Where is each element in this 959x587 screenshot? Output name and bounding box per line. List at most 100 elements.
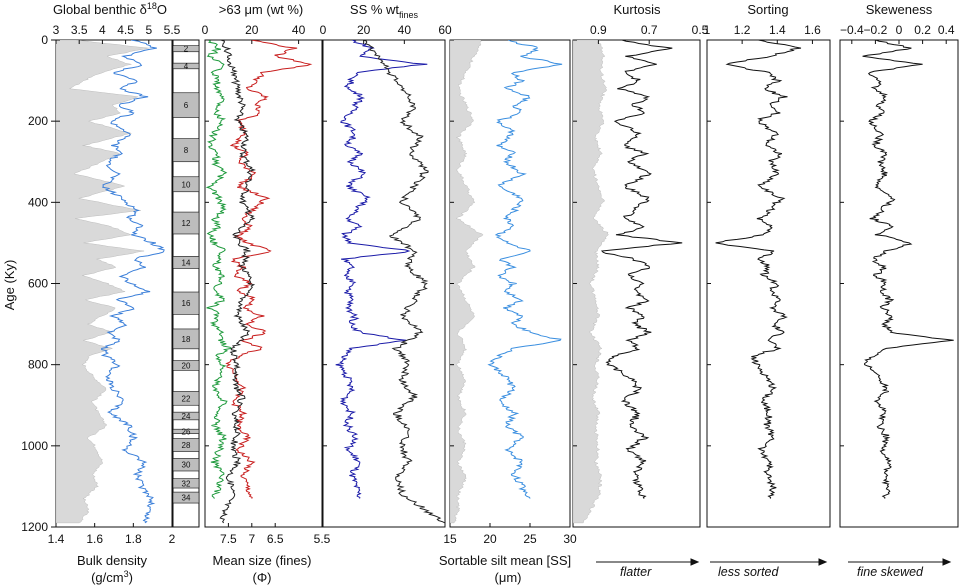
series-bulk-density	[100, 40, 165, 524]
label-less-sorted: less sorted	[718, 565, 779, 579]
bottom-tick-label: 15	[443, 532, 457, 546]
mis-stage-label: 16	[182, 299, 191, 308]
label-mean-size: Mean size (fines)	[213, 553, 312, 568]
label-sortable-silt-unit: (μm)	[495, 570, 522, 585]
top-tick-label: 1.6	[804, 23, 821, 37]
bottom-tick-label: 7.5	[220, 532, 237, 546]
panel-coarse-meansize: 0 20 40 7.5 7 6.5 5.5	[202, 23, 331, 546]
mis-stage-label: 8	[184, 146, 189, 155]
y-axis: Age (Ky) 0 200 400 600 800 1000 1200	[2, 33, 56, 534]
mis-stage-label: 4	[184, 62, 189, 71]
mis-stage-label: 30	[182, 461, 191, 470]
panel-plot-area	[205, 40, 313, 524]
bottom-tick-label: 1.8	[125, 532, 142, 546]
arrow-flatter-head	[690, 558, 700, 566]
top-tick-label: 0.9	[590, 23, 607, 37]
label-sortable-silt: Sortable silt mean [SS]	[439, 553, 571, 568]
panel-frame	[204, 39, 323, 528]
series-ss-wt-fines-ref-	[219, 40, 256, 524]
series-reference-fill	[573, 40, 609, 524]
top-tick-label: 0.2	[914, 23, 931, 37]
bottom-tick-label: 1.4	[48, 532, 65, 546]
mis-stage-6	[172, 92, 200, 118]
arrow-less-sorted-head	[818, 558, 828, 566]
top-tick-label: 0	[202, 23, 209, 37]
top-tick-label: 3.5	[71, 23, 88, 37]
series-ss-wt-fines	[335, 40, 428, 499]
mis-stage-18	[172, 328, 200, 350]
mis-stage-32	[172, 478, 200, 489]
top-tick-label: 40	[292, 23, 306, 37]
title-kurtosis: Kurtosis	[614, 2, 661, 17]
mis-stage-label: 2	[184, 45, 189, 54]
top-tick-label: 0.4	[938, 23, 955, 37]
series-kurtosis	[600, 40, 683, 499]
top-tick-label: 5.5	[164, 23, 181, 37]
mis-stage-26	[172, 428, 200, 434]
top-tick-label: −0.2	[864, 23, 888, 37]
top-tick-label: 4	[99, 23, 106, 37]
y-tick-label: 800	[28, 358, 48, 372]
top-tick-label: 40	[398, 23, 412, 37]
y-tick-label: 1200	[21, 520, 48, 534]
mis-stage-label: 34	[182, 494, 191, 503]
title-coarse-fraction: >63 μm (wt %)	[219, 2, 303, 17]
series--63-m-wt-	[225, 40, 313, 499]
series-density-ref-fill-	[450, 40, 484, 524]
mis-stage-10	[172, 176, 200, 193]
panel-skewness: −0.4 −0.2 0 0.2 0.4	[839, 23, 959, 528]
mis-stage-label: 20	[182, 361, 191, 370]
bottom-tick-label: 6.5	[267, 532, 284, 546]
y-tick-label: 600	[28, 277, 48, 291]
top-tick-label: 20	[357, 23, 371, 37]
panel-plot-area	[573, 40, 683, 524]
arrow-fine-skewed-head	[942, 558, 952, 566]
top-tick-label: 20	[245, 23, 259, 37]
panel-sorting: 1 1.2 1.4 1.6	[704, 23, 831, 528]
bottom-tick-label: 7	[248, 532, 255, 546]
y-tick-label: 1000	[21, 439, 48, 453]
label-mean-size-unit: (Φ)	[252, 570, 271, 585]
bottom-tick-label: 1.6	[86, 532, 103, 546]
series-mean-size-fines-	[205, 40, 233, 499]
bottom-tick-label: 30	[563, 532, 577, 546]
panel-titles: Global benthic δ18O >63 μm (wt %) SS % w…	[53, 1, 933, 20]
y-axis-label: Age (Ky)	[2, 260, 17, 311]
panel-plot-area	[450, 40, 563, 524]
top-tick-label: 0.7	[641, 23, 658, 37]
mis-stage-22	[172, 391, 200, 406]
mis-stage-30	[172, 458, 200, 472]
mis-stage-4	[172, 62, 200, 70]
mis-stage-12	[172, 211, 200, 235]
mis-stage-label: 24	[182, 412, 191, 421]
series-sortable-silt-mean-ref-	[362, 40, 445, 524]
mis-stage-34	[172, 491, 200, 504]
label-bulk-density: Bulk density	[77, 553, 148, 568]
y-tick-label: 200	[28, 114, 48, 128]
panel-plot-area	[715, 40, 802, 499]
mis-stage-label: 12	[182, 219, 191, 228]
top-tick-label: 1.2	[734, 23, 751, 37]
panel-plot-area	[56, 40, 165, 524]
bottom-tick-label: 20	[483, 532, 497, 546]
series-global-benthic-18o	[56, 40, 149, 524]
label-fine-skewed: fine skewed	[857, 565, 924, 579]
title-sorting: Sorting	[747, 2, 788, 17]
bottom-labels: Bulk density (g/cm3) Mean size (fines) (…	[77, 553, 952, 585]
label-flatter: flatter	[620, 565, 652, 579]
mis-stage-20	[172, 360, 200, 371]
top-tick-label: 4.5	[117, 23, 134, 37]
top-tick-label: 1	[704, 23, 711, 37]
top-tick-label: 0	[896, 23, 903, 37]
mis-stage-label: 14	[182, 258, 191, 267]
top-tick-label: 0.5	[692, 23, 709, 37]
y-tick-label: 400	[28, 195, 48, 209]
top-tick-label: 60	[438, 23, 452, 37]
bottom-tick-label: 5.5	[314, 532, 331, 546]
title-ss-percent: SS % wtfines	[350, 2, 419, 20]
series-sorting	[715, 40, 802, 499]
mis-stage-label: 6	[184, 101, 189, 110]
top-tick-label: −0.4	[840, 23, 864, 37]
panel-frame	[172, 39, 200, 528]
